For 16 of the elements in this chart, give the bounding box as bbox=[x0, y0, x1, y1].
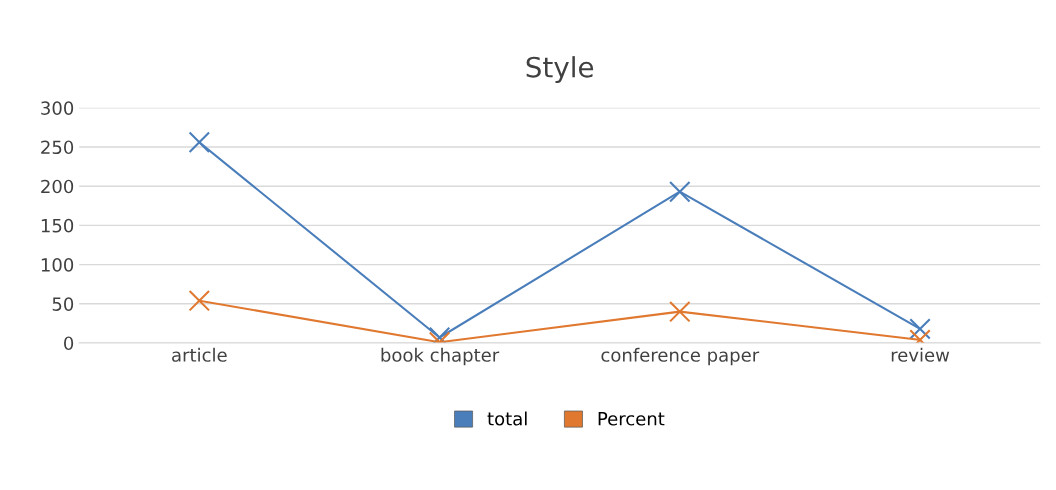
x-tick-label: article bbox=[172, 347, 227, 362]
x-tick-label: book chapter bbox=[381, 347, 500, 366]
y-tick-label: 300 bbox=[41, 101, 74, 115]
point bbox=[669, 180, 691, 203]
x-tick-label: review bbox=[891, 347, 950, 362]
chart-title: Style bbox=[526, 56, 594, 84]
x-tick-label: conference paper bbox=[601, 347, 760, 366]
legend-label: total bbox=[487, 411, 527, 426]
y-tick-label: 0 bbox=[64, 336, 74, 351]
point bbox=[188, 131, 211, 154]
y-tick-label: 100 bbox=[41, 258, 74, 272]
y-tick-label: 250 bbox=[41, 140, 74, 155]
y-tick-label: 150 bbox=[41, 218, 74, 233]
legend-label: Percent bbox=[598, 412, 665, 426]
y-tick-label: 50 bbox=[52, 297, 74, 311]
y-tick-label: 200 bbox=[41, 179, 74, 194]
